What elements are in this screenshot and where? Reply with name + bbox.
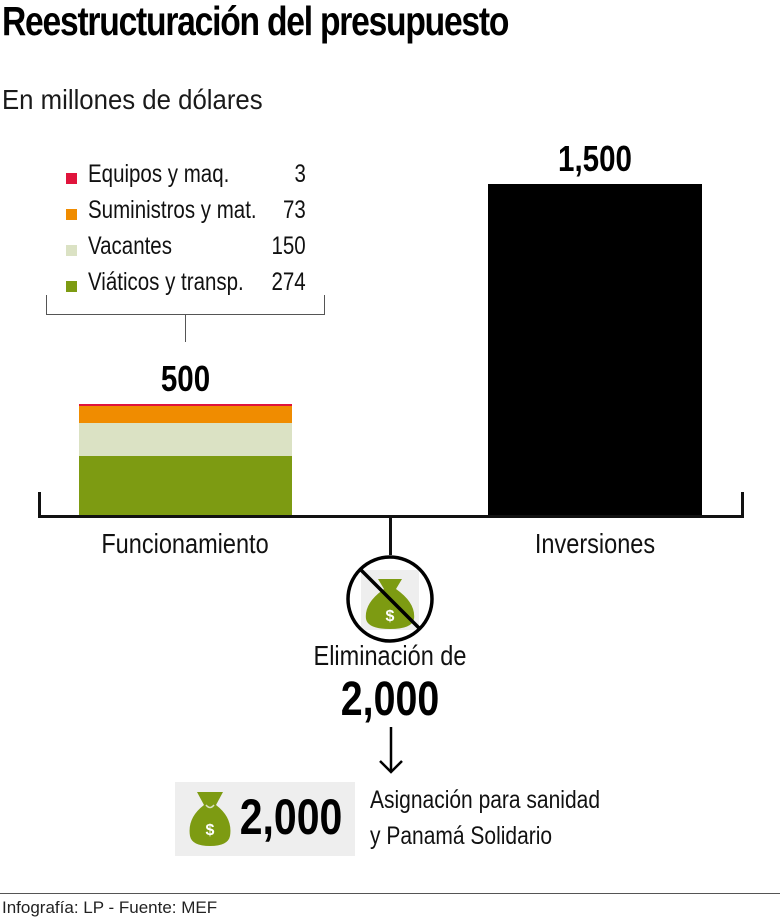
legend-label: Vacantes — [88, 232, 172, 260]
page-title: Reestructuración del presupuesto — [2, 0, 509, 44]
arrow-down-icon — [378, 727, 404, 775]
legend-item-equipos: Equipos y maq. 3 — [66, 160, 306, 196]
svg-text:$: $ — [386, 608, 395, 625]
category-funcionamiento: Funcionamiento — [101, 528, 269, 559]
assignment-line2: y Panamá Solidario — [370, 822, 553, 850]
legend-value: 150 — [271, 232, 306, 260]
legend-item-viaticos: Viáticos y transp. 274 — [66, 268, 306, 304]
assignment-box: $ 2,000 — [175, 782, 355, 856]
baseline-tick-left — [38, 492, 41, 518]
legend-item-suministros: Suministros y mat. 73 — [66, 196, 306, 232]
elimination-label: Eliminación de — [313, 640, 467, 671]
legend-value: 3 — [294, 160, 306, 188]
segment-viaticos — [79, 456, 292, 516]
assignment-value: 2,000 — [239, 789, 343, 845]
bracket-right — [324, 295, 325, 315]
elimination-value: 2,000 — [340, 673, 440, 726]
footer-divider — [0, 893, 780, 894]
legend-label: Viáticos y transp. — [88, 268, 244, 296]
no-money-bag-icon: $ — [344, 553, 436, 645]
bracket-stem — [185, 314, 186, 342]
legend-value: 274 — [271, 268, 306, 296]
money-bag-icon: $ — [189, 790, 231, 848]
bracket-left — [46, 295, 47, 315]
legend-label: Suministros y mat. — [88, 196, 257, 224]
assignment-line1: Asignación para sanidad — [370, 786, 601, 814]
footer-credit: Infografía: LP - Fuente: MEF — [2, 898, 218, 917]
baseline-tick-right — [741, 492, 744, 518]
svg-text:$: $ — [206, 822, 215, 839]
segment-suministros — [79, 406, 292, 423]
legend-item-vacantes: Vacantes 150 — [66, 232, 306, 268]
category-inversiones: Inversiones — [534, 528, 656, 559]
segment-equipos — [79, 404, 292, 406]
segment-vacantes — [79, 423, 292, 456]
bar-total-funcionamiento: 500 — [160, 358, 211, 399]
bar-inversiones — [488, 184, 702, 516]
legend-value: 73 — [283, 196, 306, 224]
balance-stem — [389, 515, 392, 555]
subtitle: En millones de dólares — [2, 84, 263, 115]
legend-swatch — [66, 173, 77, 184]
bar-total-inversiones: 1,500 — [558, 138, 632, 179]
legend-swatch — [66, 245, 77, 256]
legend-swatch — [66, 281, 77, 292]
bar-funcionamiento — [79, 404, 292, 516]
legend-swatch — [66, 209, 77, 220]
legend-label: Equipos y maq. — [88, 160, 230, 188]
legend: Equipos y maq. 3 Suministros y mat. 73 V… — [66, 160, 306, 304]
